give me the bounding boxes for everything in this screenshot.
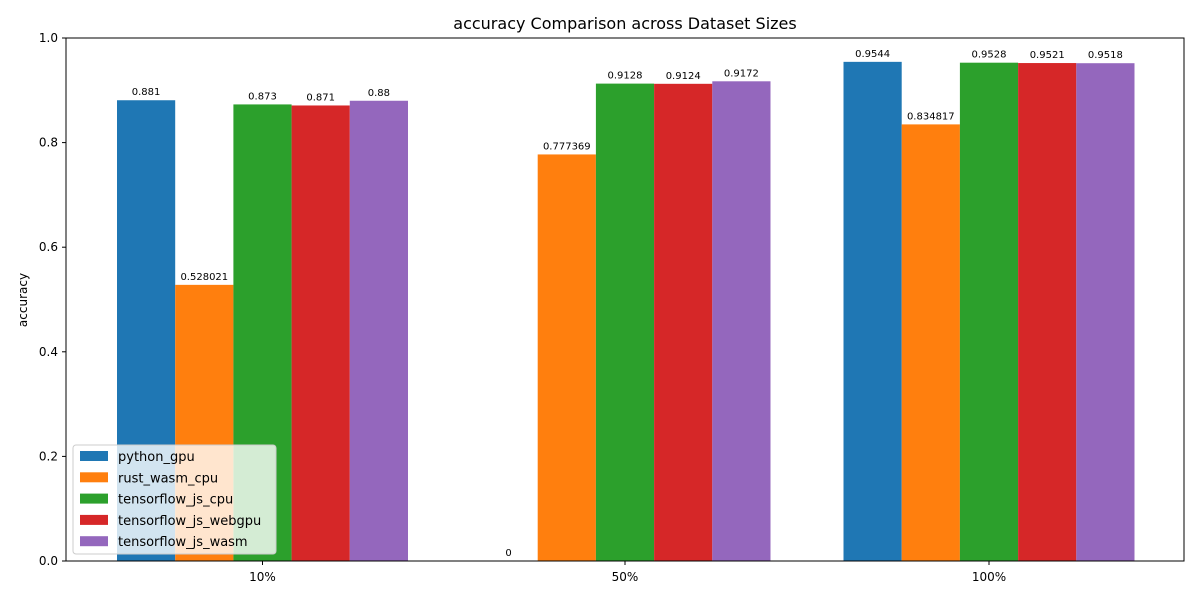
data-label-tensorflow_js_cpu-0: 0.873 [248, 91, 277, 102]
x-tick-label: 50% [612, 570, 639, 584]
chart-title: accuracy Comparison across Dataset Sizes [453, 14, 796, 33]
x-tick-label: 100% [972, 570, 1006, 584]
data-label-tensorflow_js_wasm-1: 0.9172 [724, 68, 759, 79]
bar-python_gpu-2 [843, 61, 902, 561]
legend-swatch-python_gpu [80, 451, 108, 461]
legend-swatch-tensorflow_js_webgpu [80, 514, 108, 525]
data-label-tensorflow_js_cpu-1: 0.9128 [608, 71, 643, 82]
data-label-tensorflow_js_webgpu-2: 0.9521 [1030, 50, 1065, 61]
bar-rust_wasm_cpu-2 [901, 124, 960, 561]
bar-tensorflow_js_cpu-1 [595, 83, 655, 562]
bar-rust_wasm_cpu-1 [537, 154, 596, 561]
data-label-python_gpu-0: 0.881 [132, 87, 161, 98]
y-tick-label: 0.4 [39, 345, 58, 359]
bar-tensorflow_js_webgpu-2 [1018, 63, 1077, 562]
data-label-rust_wasm_cpu-1: 0.777369 [543, 141, 591, 152]
y-tick-label: 1.0 [39, 31, 58, 45]
legend-entry-tensorflow_js_wasm: tensorflow_js_wasm [118, 535, 248, 550]
y-tick-label: 0.2 [39, 449, 58, 463]
data-label-rust_wasm_cpu-0: 0.528021 [180, 272, 228, 283]
data-label-tensorflow_js_wasm-2: 0.9518 [1088, 50, 1123, 61]
bar-tensorflow_js_webgpu-1 [654, 83, 713, 561]
data-label-tensorflow_js_cpu-2: 0.9528 [972, 50, 1007, 61]
legend-entry-python_gpu: python_gpu [118, 450, 195, 465]
plot-frame [65, 37, 1185, 562]
legend-frame [72, 444, 277, 555]
bar-tensorflow_js_wasm-2 [1076, 63, 1135, 562]
y-tick-label: 0.6 [39, 240, 58, 254]
legend-swatch-tensorflow_js_cpu [80, 493, 108, 504]
legend-entry-tensorflow_js_cpu: tensorflow_js_cpu [118, 493, 233, 508]
data-label-rust_wasm_cpu-2: 0.834817 [907, 111, 955, 122]
legend-entry-tensorflow_js_webgpu: tensorflow_js_webgpu [118, 514, 261, 529]
bar-tensorflow_js_webgpu-0 [291, 105, 350, 561]
bar-tensorflow_js_wasm-1 [712, 81, 771, 562]
y-axis-label: accuracy [16, 273, 30, 327]
legend-swatch-rust_wasm_cpu [80, 472, 108, 483]
y-tick-label: 0.8 [39, 136, 58, 150]
data-label-python_gpu-2: 0.9544 [855, 49, 890, 60]
plot-area: 0.881 0 0.9544 0.528021 0.777369 0.834817 0.87… [39, 31, 1135, 584]
x-tick-label: 10% [249, 570, 276, 584]
legend-entry-rust_wasm_cpu: rust_wasm_cpu [118, 471, 218, 486]
bar-tensorflow_js_wasm-0 [349, 100, 408, 561]
legend-swatch-tensorflow_js_wasm [80, 536, 108, 547]
bar-tensorflow_js_cpu-2 [959, 62, 1019, 561]
data-label-tensorflow_js_wasm-0: 0.88 [368, 88, 390, 99]
data-label-python_gpu-1: 0 [505, 548, 511, 559]
data-label-tensorflow_js_webgpu-0: 0.871 [306, 92, 335, 103]
data-label-tensorflow_js_webgpu-1: 0.9124 [666, 71, 701, 82]
y-tick-label: 0.0 [39, 554, 58, 568]
legend: python_gpu rust_wasm_cpu tensorflow_js_cpu… [72, 444, 277, 555]
